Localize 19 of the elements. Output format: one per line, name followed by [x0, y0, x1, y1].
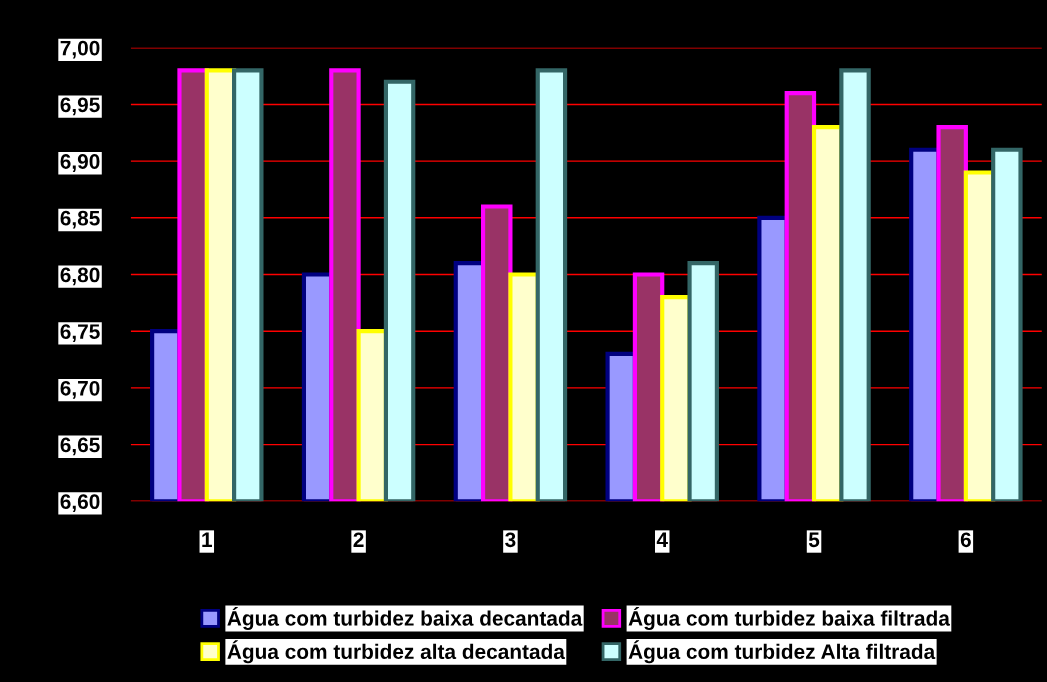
y-tick-label: 6,60 — [60, 494, 100, 513]
y-tick-label: 6,70 — [60, 380, 100, 399]
y-tick-label: 6,65 — [60, 437, 100, 456]
x-tick-label: 6 — [960, 532, 971, 548]
y-tick-label: 6,80 — [60, 267, 100, 286]
legend-label: Água com turbidez Alta filtrada — [628, 640, 936, 664]
legend-label: Água com turbidez alta decantada — [227, 640, 566, 664]
legend-label: Água com turbidez baixa filtrada — [628, 607, 951, 630]
x-tick-label: 2 — [353, 532, 364, 547]
legend-label: Água com turbidez baixa decantada — [227, 607, 583, 630]
x-tick-label: 5 — [808, 532, 820, 548]
x-tick-label: 3 — [505, 532, 516, 548]
x-tick-label: 4 — [656, 532, 668, 547]
y-tick-label: 7,00 — [60, 40, 100, 59]
y-tick-label: 6,75 — [60, 324, 100, 342]
y-tick-label: 6,85 — [60, 210, 100, 229]
y-tick-label: 6,90 — [60, 154, 100, 172]
y-tick-label: 6,95 — [60, 97, 100, 116]
x-tick-label: 1 — [202, 532, 212, 547]
